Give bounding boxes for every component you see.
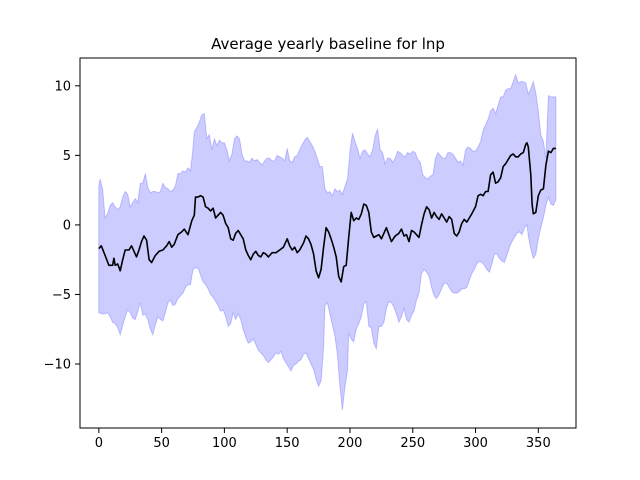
confidence-band [98, 73, 557, 410]
chart-title: Average yearly baseline for lnp [211, 35, 445, 53]
x-tick-label: 50 [153, 436, 170, 451]
x-tick-label: 100 [212, 436, 237, 451]
baseline-line [98, 142, 556, 283]
y-tick-label: −10 [44, 358, 71, 373]
x-tick-label: 250 [400, 436, 425, 451]
x-tick-label: 300 [463, 436, 488, 451]
x-tick-label: 350 [526, 436, 551, 451]
x-tick-label: 150 [275, 436, 300, 451]
y-tick-label: 5 [63, 149, 71, 164]
x-axis: 0 50 100 150 200 250 300 350 [95, 428, 551, 451]
x-tick-label: 200 [338, 436, 363, 451]
x-tick-label: 0 [95, 436, 103, 451]
y-axis: −10 −5 0 5 10 [44, 79, 80, 373]
plot-frame [79, 57, 577, 429]
y-tick-label: 0 [63, 218, 71, 233]
y-tick-label: 10 [54, 79, 71, 94]
y-tick-label: −5 [52, 288, 71, 303]
